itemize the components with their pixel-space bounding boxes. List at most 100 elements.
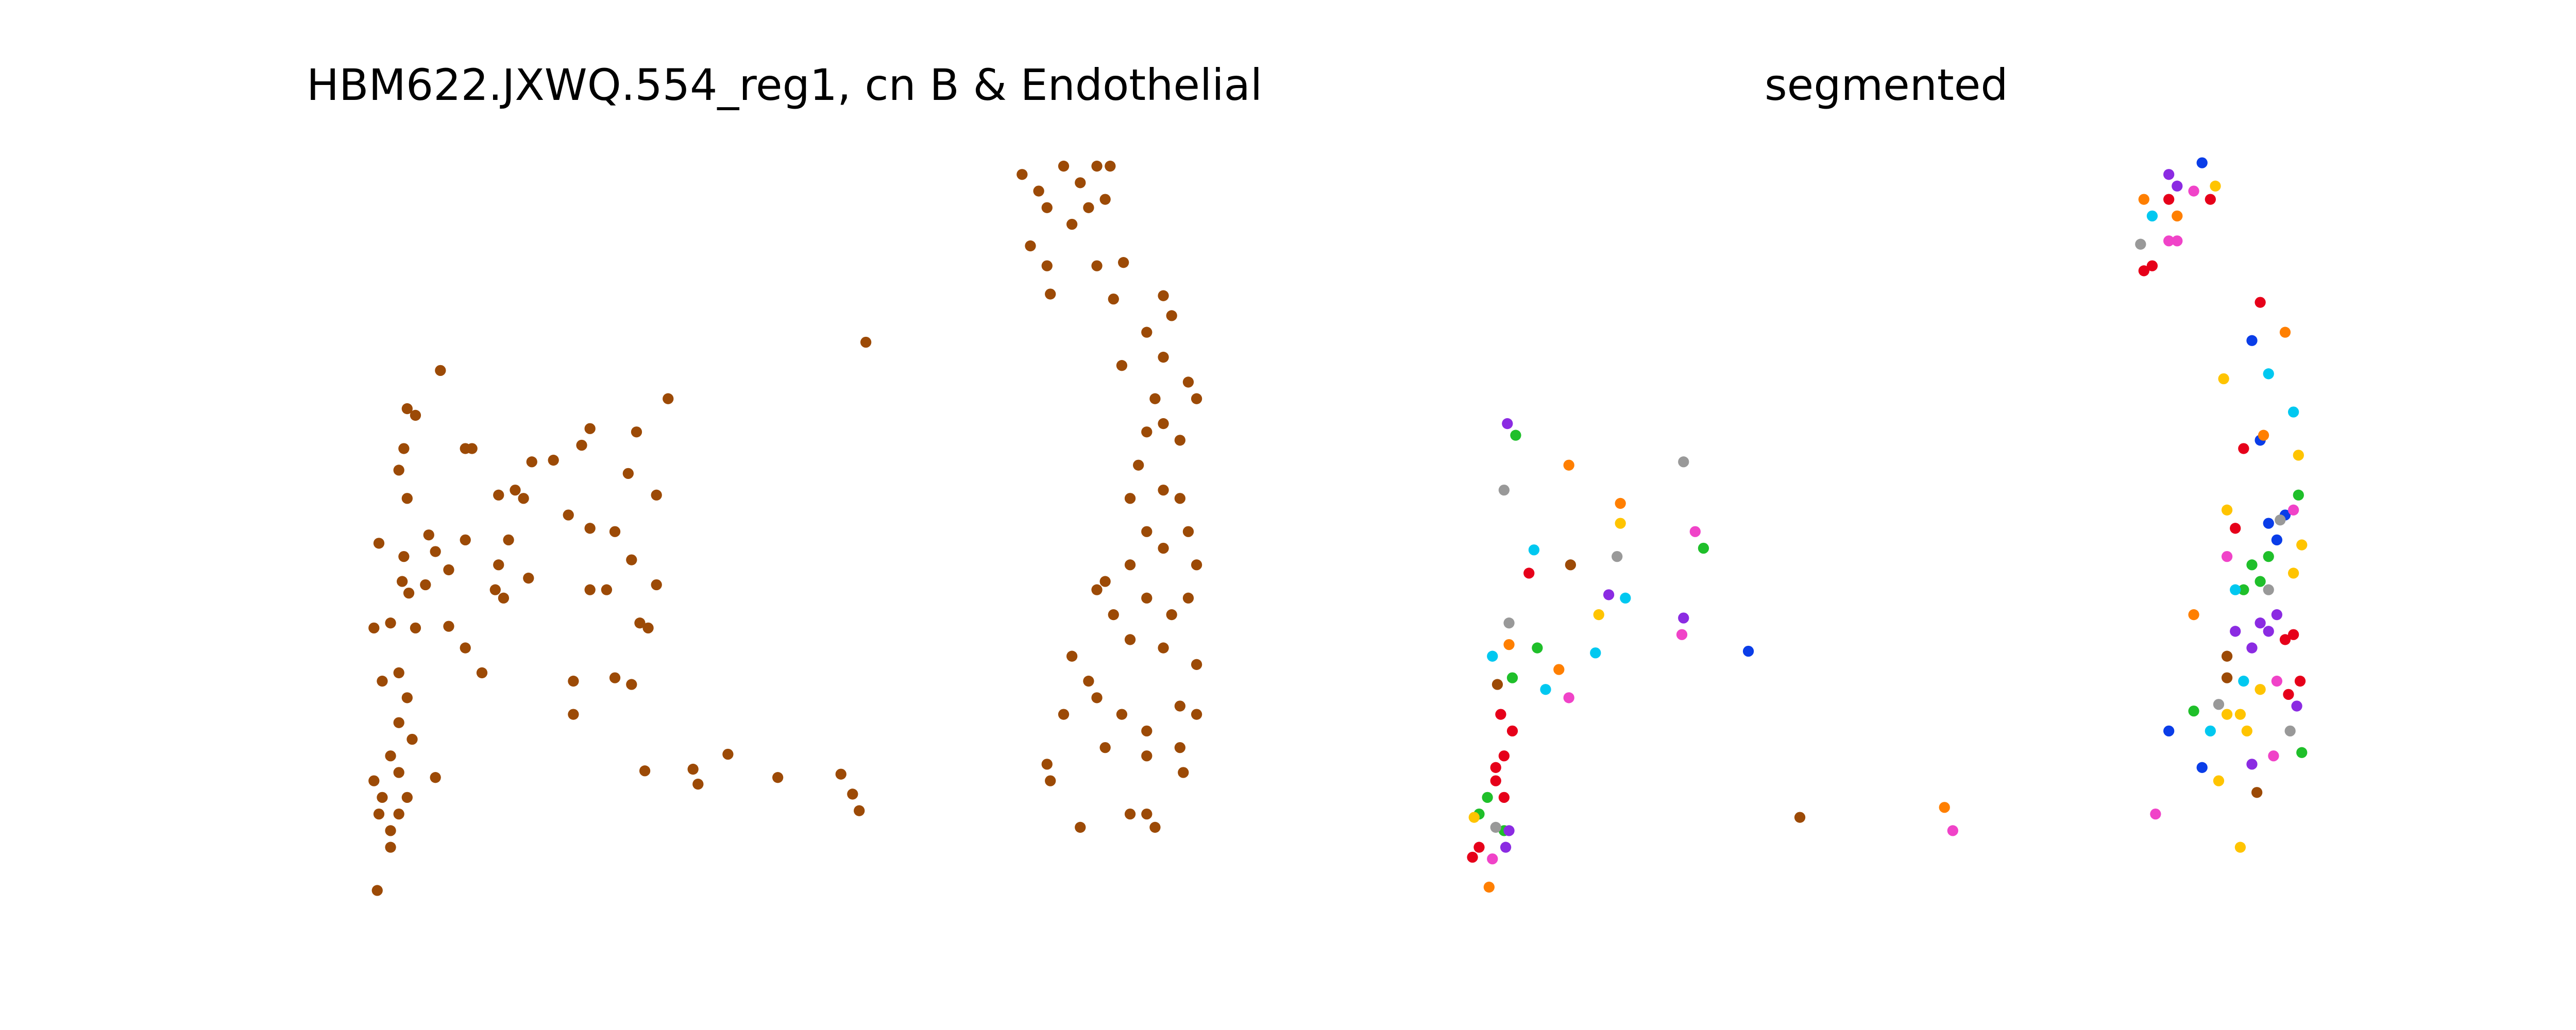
point (1158, 642, 1169, 654)
point (1676, 629, 1688, 640)
point (1041, 759, 1053, 770)
point (2210, 180, 2221, 192)
point (2138, 194, 2149, 205)
point (1593, 609, 1604, 621)
point (2238, 443, 2249, 454)
point (1141, 526, 1153, 537)
point (420, 579, 431, 591)
point (2275, 514, 2286, 526)
point (609, 672, 621, 683)
point (2196, 762, 2208, 773)
point (1603, 589, 1615, 600)
point (847, 788, 858, 800)
point (443, 564, 454, 576)
point (2230, 626, 2241, 637)
point (2172, 235, 2183, 247)
point (1473, 842, 1485, 853)
point (1025, 240, 1036, 252)
point (1149, 821, 1161, 833)
point (1099, 742, 1111, 753)
point (2251, 787, 2263, 798)
point (1083, 675, 1094, 687)
chart-title: HBM622.JXWQ.554_reg1, cn B & Endothelial (307, 60, 1262, 110)
point (687, 763, 699, 775)
point (2146, 210, 2158, 221)
point (371, 885, 383, 896)
point (2230, 523, 2241, 534)
point (2263, 518, 2274, 529)
point (2287, 504, 2299, 516)
point (1149, 393, 1161, 404)
point (1620, 592, 1631, 604)
point (2291, 700, 2302, 712)
point (1108, 609, 1119, 621)
point (1091, 260, 1103, 271)
point (1099, 194, 1111, 205)
point (1523, 568, 1535, 579)
point (2146, 260, 2158, 271)
point (1182, 376, 1194, 388)
point (2163, 235, 2175, 247)
point (1191, 393, 1202, 404)
point (1116, 709, 1128, 720)
point (460, 642, 471, 654)
point (2221, 504, 2233, 516)
point (2213, 775, 2225, 786)
point (2255, 297, 2266, 308)
point (1612, 551, 1623, 562)
point (1528, 544, 1540, 556)
point (1482, 792, 1493, 803)
point (1091, 584, 1103, 595)
point (1174, 742, 1185, 753)
point (385, 750, 396, 762)
point (1133, 459, 1144, 471)
point (2263, 368, 2274, 380)
point (2221, 650, 2233, 662)
point (1124, 559, 1136, 571)
point (493, 559, 504, 571)
point (526, 456, 537, 468)
point (385, 842, 396, 853)
point (430, 772, 441, 783)
point (568, 709, 579, 720)
point (1066, 650, 1078, 662)
point (1141, 327, 1153, 338)
point (2246, 642, 2258, 654)
point (1124, 634, 1136, 645)
point (2234, 709, 2246, 720)
point (1483, 881, 1495, 893)
point (1118, 257, 1129, 268)
point (1495, 709, 1506, 720)
point (1158, 351, 1169, 363)
point (1498, 484, 1510, 496)
point (435, 365, 446, 376)
point (393, 667, 404, 679)
point (460, 534, 471, 546)
point (2263, 626, 2274, 637)
point (2163, 194, 2175, 205)
point (2263, 551, 2274, 562)
point (373, 538, 385, 549)
point (2221, 709, 2233, 720)
point (1506, 672, 1518, 683)
point (2279, 327, 2291, 338)
point (1498, 750, 1510, 762)
point (2279, 634, 2291, 645)
point (2188, 609, 2199, 621)
point (2263, 584, 2274, 595)
point (2287, 406, 2299, 418)
point (1490, 762, 1501, 773)
point (548, 454, 559, 466)
point (401, 792, 413, 803)
point (393, 717, 404, 728)
point (443, 621, 454, 632)
point (622, 468, 634, 479)
point (385, 825, 396, 836)
point (393, 767, 404, 778)
point (1091, 160, 1103, 172)
point (1563, 459, 1574, 471)
point (2255, 684, 2266, 695)
point (835, 768, 846, 780)
